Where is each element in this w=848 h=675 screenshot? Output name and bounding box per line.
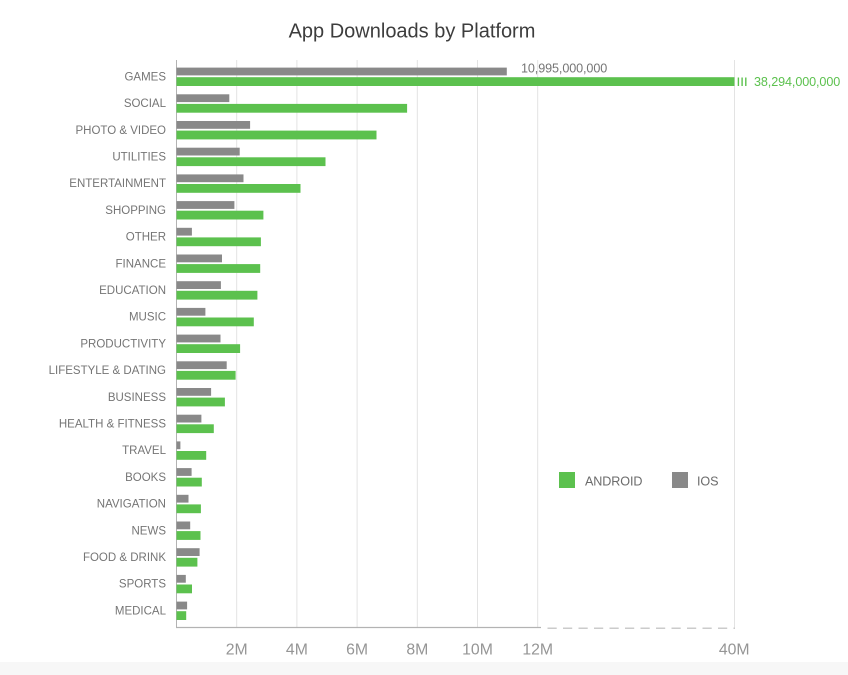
svg-text:OTHER: OTHER	[126, 232, 166, 244]
svg-text:6M: 6M	[346, 642, 368, 659]
svg-text:SOCIAL: SOCIAL	[124, 98, 167, 110]
svg-text:PRODUCTIVITY: PRODUCTIVITY	[80, 338, 166, 350]
svg-text:10,995,000,000: 10,995,000,000	[521, 62, 607, 76]
svg-text:ANDROID: ANDROID	[585, 475, 642, 489]
svg-text:LIFESTYLE & DATING: LIFESTYLE & DATING	[49, 365, 166, 377]
svg-text:TRAVEL: TRAVEL	[122, 445, 166, 457]
svg-text:HEALTH & FITNESS: HEALTH & FITNESS	[59, 419, 166, 431]
svg-text:SPORTS: SPORTS	[119, 579, 166, 591]
svg-text:10M: 10M	[462, 642, 493, 659]
svg-text:12M: 12M	[522, 642, 553, 659]
svg-text:ENTERTAINMENT: ENTERTAINMENT	[69, 178, 166, 190]
svg-text:NAVIGATION: NAVIGATION	[97, 499, 166, 511]
svg-text:FINANCE: FINANCE	[116, 258, 167, 270]
svg-text:SHOPPING: SHOPPING	[105, 205, 166, 217]
svg-text:GAMES: GAMES	[124, 71, 166, 83]
svg-text:2M: 2M	[226, 642, 248, 659]
svg-text:EDUCATION: EDUCATION	[99, 285, 166, 297]
svg-text:4M: 4M	[286, 642, 308, 659]
svg-text:38,294,000,000: 38,294,000,000	[754, 75, 840, 89]
svg-text:FOOD & DRINK: FOOD & DRINK	[83, 552, 166, 564]
svg-text:MEDICAL: MEDICAL	[115, 605, 167, 617]
svg-text:App Downloads by Platform: App Downloads by Platform	[289, 21, 536, 43]
svg-text:BUSINESS: BUSINESS	[108, 392, 166, 404]
svg-text:8M: 8M	[406, 642, 428, 659]
svg-text:40M: 40M	[719, 642, 750, 659]
svg-text:NEWS: NEWS	[132, 525, 167, 537]
svg-text:MUSIC: MUSIC	[129, 312, 166, 324]
svg-text:PHOTO & VIDEO: PHOTO & VIDEO	[75, 125, 166, 137]
svg-text:BOOKS: BOOKS	[125, 472, 166, 484]
svg-text:IOS: IOS	[697, 475, 718, 489]
svg-text:UTILITIES: UTILITIES	[112, 152, 166, 164]
